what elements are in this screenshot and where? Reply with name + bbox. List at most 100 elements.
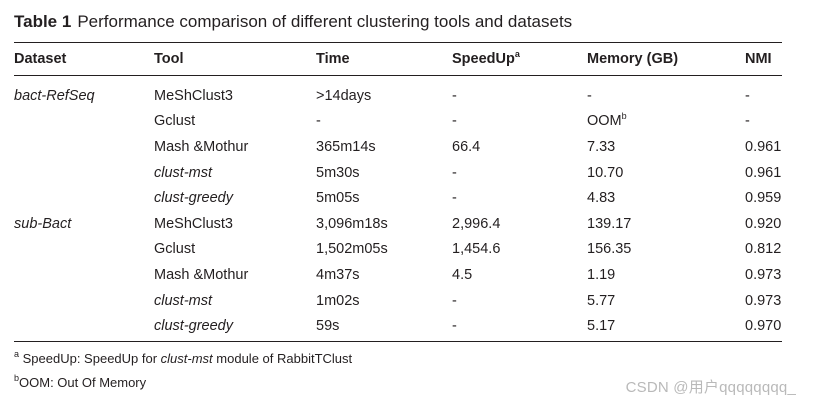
cell-memory: 156.35 <box>587 237 745 263</box>
header-rule <box>14 75 782 76</box>
cell-tool-text: clust-greedy <box>154 190 233 207</box>
cell-nmi: 0.961 <box>745 160 782 186</box>
header-time: Time <box>316 51 350 67</box>
cell-nmi-text: 0.973 <box>745 292 782 309</box>
cell-speedup-text: - <box>452 87 457 104</box>
table-row: clust-mst 5m30s - 10.70 0.961 <box>14 160 782 186</box>
cell-dataset <box>14 160 154 186</box>
cell-time-text: 365m14s <box>316 138 376 155</box>
cell-time: 1m02s <box>316 288 452 314</box>
cell-nmi-text: 0.959 <box>745 190 782 207</box>
cell-memory: - <box>587 75 745 109</box>
cell-tool: Mash &Mothur <box>154 134 316 160</box>
cell-speedup: 4.5 <box>452 262 587 288</box>
footnote-a-post: module of RabbitTClust <box>212 351 353 366</box>
footnote-b-text: OOM: Out Of Memory <box>19 375 147 390</box>
footnote-a: a SpeedUp: SpeedUp for clust-mst module … <box>14 349 353 367</box>
cell-time: 5m30s <box>316 160 452 186</box>
cell-tool: clust-greedy <box>154 313 316 339</box>
cell-tool-text: clust-mst <box>154 164 212 181</box>
cell-dataset <box>14 185 154 211</box>
cell-tool-text: clust-mst <box>154 292 212 309</box>
cell-memory: OOMb <box>587 109 745 135</box>
cell-speedup: - <box>452 75 587 109</box>
cell-tool: clust-mst <box>154 160 316 186</box>
cell-memory-text: 1.19 <box>587 266 616 283</box>
header-speedup: SpeedUpa <box>452 43 587 75</box>
header-tool: Tool <box>154 51 184 67</box>
cell-nmi: 0.920 <box>745 211 782 237</box>
performance-table: Dataset Tool Time SpeedUpa Memory (GB) N… <box>14 43 782 339</box>
cell-speedup-text: 4.5 <box>452 266 473 283</box>
cell-time-text: 5m05s <box>316 190 360 207</box>
cell-dataset <box>14 109 154 135</box>
table-row: Mash &Mothur 4m37s 4.5 1.19 0.973 <box>14 262 782 288</box>
top-rule <box>14 42 782 44</box>
cell-nmi: 0.970 <box>745 313 782 339</box>
table-row: clust-greedy 59s - 5.17 0.970 <box>14 313 782 339</box>
cell-memory: 10.70 <box>587 160 745 186</box>
cell-time-text: 4m37s <box>316 266 360 283</box>
footnote-a-pre: SpeedUp: SpeedUp for <box>19 351 161 366</box>
cell-nmi-text: 0.920 <box>745 215 782 232</box>
cell-nmi: - <box>745 75 782 109</box>
cell-tool: MeShClust3 <box>154 211 316 237</box>
cell-tool: Gclust <box>154 109 316 135</box>
cell-nmi: 0.959 <box>745 185 782 211</box>
cell-memory: 5.77 <box>587 288 745 314</box>
cell-time-text: 1,502m05s <box>316 241 388 258</box>
cell-memory: 1.19 <box>587 262 745 288</box>
cell-nmi: 0.973 <box>745 288 782 314</box>
cell-speedup: - <box>452 313 587 339</box>
cell-speedup: - <box>452 288 587 314</box>
cell-tool: clust-mst <box>154 288 316 314</box>
cell-time-text: 5m30s <box>316 164 360 181</box>
table-row: bact-RefSeq MeShClust3 >14days - - - <box>14 75 782 109</box>
cell-nmi-text: 0.961 <box>745 164 782 181</box>
cell-time: >14days <box>316 75 452 109</box>
cell-tool-text: MeShClust3 <box>154 215 233 232</box>
cell-speedup: 2,996.4 <box>452 211 587 237</box>
cell-memory-text: 4.83 <box>587 190 616 207</box>
cell-tool-text: MeShClust3 <box>154 87 233 104</box>
cell-tool-text: Mash &Mothur <box>154 138 249 155</box>
cell-nmi: 0.973 <box>745 262 782 288</box>
cell-tool: Gclust <box>154 237 316 263</box>
cell-nmi: 0.961 <box>745 134 782 160</box>
cell-nmi: - <box>745 109 782 135</box>
cell-tool-text: Mash &Mothur <box>154 266 249 283</box>
cell-memory-text: 156.35 <box>587 241 632 258</box>
cell-dataset-text: sub-Bact <box>14 215 72 232</box>
cell-dataset <box>14 313 154 339</box>
cell-tool: Mash &Mothur <box>154 262 316 288</box>
cell-speedup-text: - <box>452 164 457 181</box>
header-nmi: NMI <box>745 51 772 67</box>
cell-dataset <box>14 262 154 288</box>
bottom-rule <box>14 341 782 342</box>
footnote-a-emphasis: clust-mst <box>160 351 213 366</box>
cell-memory-text: 139.17 <box>587 215 632 232</box>
cell-speedup-text: 2,996.4 <box>452 215 501 232</box>
cell-memory-text: 5.77 <box>587 292 616 309</box>
cell-dataset-text: bact-RefSeq <box>14 87 95 104</box>
cell-speedup-text: - <box>452 292 457 309</box>
cell-memory-text: - <box>587 87 592 104</box>
cell-memory-text: 7.33 <box>587 138 616 155</box>
cell-memory: 139.17 <box>587 211 745 237</box>
cell-time-text: 59s <box>316 318 340 335</box>
table-title: Performance comparison of different clus… <box>77 12 573 31</box>
cell-nmi-text: - <box>745 113 750 130</box>
cell-dataset <box>14 288 154 314</box>
cell-memory: 5.17 <box>587 313 745 339</box>
cell-speedup-text: 1,454.6 <box>452 241 501 258</box>
cell-tool-text: clust-greedy <box>154 318 233 335</box>
footnote-b: bOOM: Out Of Memory <box>14 374 147 391</box>
table-row: clust-mst 1m02s - 5.77 0.973 <box>14 288 782 314</box>
cell-tool: MeShClust3 <box>154 75 316 109</box>
cell-memory-text: 5.17 <box>587 318 616 335</box>
table-row: clust-greedy 5m05s - 4.83 0.959 <box>14 185 782 211</box>
table-body: bact-RefSeq MeShClust3 >14days - - - Gclust - - O… <box>14 75 782 339</box>
cell-dataset <box>14 237 154 263</box>
table-caption: Table 1 Performance comparison of differe… <box>14 12 572 32</box>
footnote-a-mark: a <box>14 349 20 359</box>
